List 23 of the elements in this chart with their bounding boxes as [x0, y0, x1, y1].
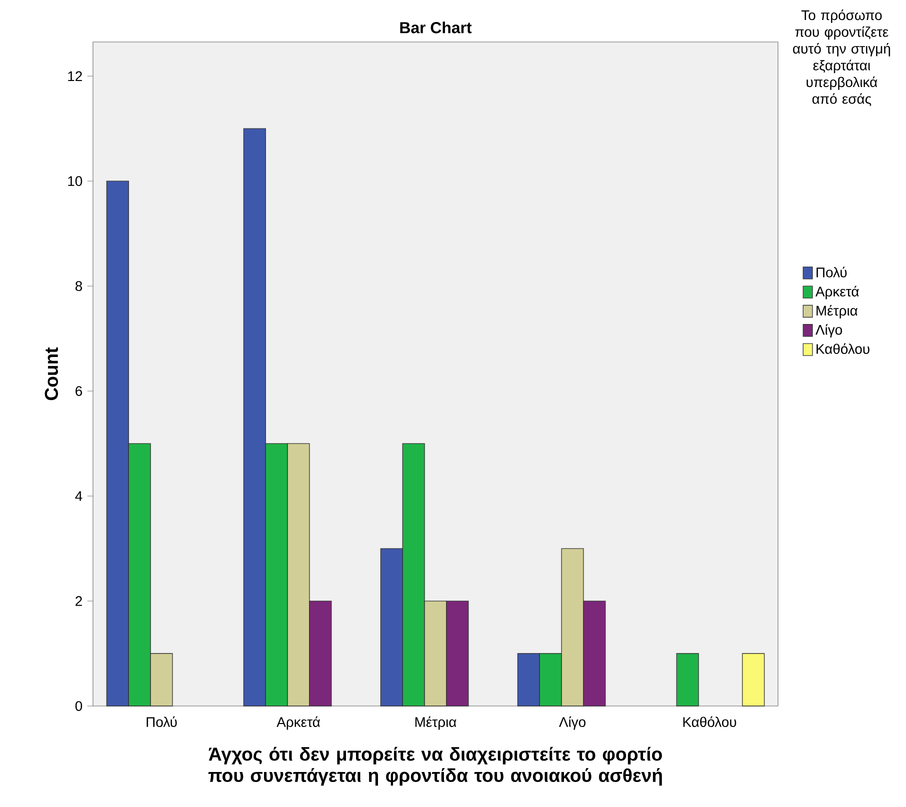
- y-tick-label: 8: [75, 281, 82, 292]
- x-axis-title: Άγχος ότι δεν μπορείτε να διαχειριστείτε το φορτίο που συνεπάγεται η φροντίδα του ανοιακού ασθενή: [208, 746, 662, 786]
- y-tick-label: 10: [68, 176, 82, 186]
- y-tick-label: 2: [76, 596, 82, 606]
- y-tick-label: 4: [75, 491, 82, 501]
- legend-label: Αρκετά: [815, 286, 859, 300]
- bar: [742, 653, 765, 706]
- x-tick-label: Μέτρια: [415, 716, 456, 730]
- x-tick-label: Πολύ: [146, 716, 177, 728]
- x-tick-label: Καθόλου: [683, 716, 736, 728]
- legend-label: Λίγο: [816, 324, 842, 338]
- y-tick-label: 0: [75, 701, 82, 711]
- x-tick-label: Λίγο: [558, 716, 586, 730]
- legend-label: Πολύ: [816, 266, 847, 278]
- y-axis-title: Count: [44, 347, 58, 400]
- legend-label: Καθόλου: [816, 343, 870, 354]
- y-tick-label: 12: [68, 71, 82, 81]
- legend-title: Το πρόσωπο που φροντίζετε αυτό την στιγμή εξαρτάται υπερβολικά από εσάς: [793, 10, 890, 106]
- x-tick-label: Αρκετά: [276, 716, 320, 730]
- legend-label: Μέτρια: [816, 305, 858, 318]
- y-tick-label: 6: [76, 386, 82, 396]
- chart-title: Bar Chart: [400, 22, 472, 34]
- bar: [676, 653, 699, 706]
